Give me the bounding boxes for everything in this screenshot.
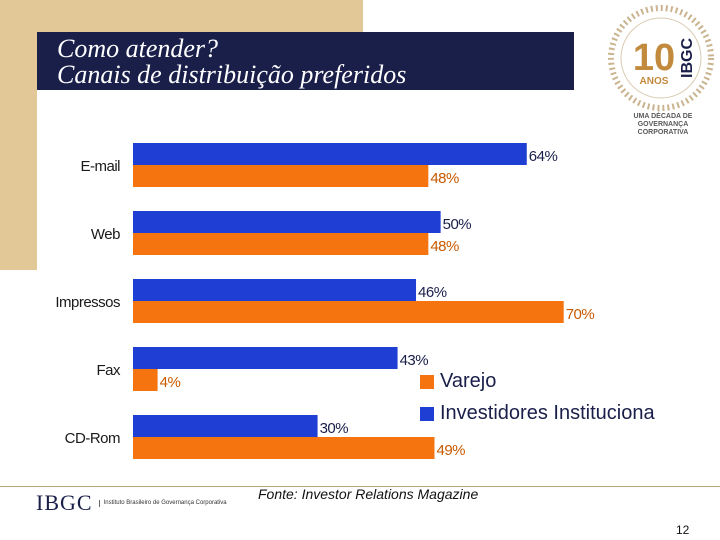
legend-item-institucionais: Investidores Instituciona bbox=[420, 402, 655, 425]
bar-blue-1 bbox=[133, 143, 527, 165]
source-note: Fonte: Investor Relations Magazine bbox=[258, 486, 479, 502]
data-label-blue-4: 43% bbox=[400, 352, 429, 369]
data-label-orange-3: 70% bbox=[566, 306, 595, 323]
bar-orange-2 bbox=[133, 233, 429, 255]
data-label-blue-3: 46% bbox=[418, 284, 447, 301]
data-label-orange-2: 48% bbox=[430, 238, 459, 255]
category-label-fax: Fax bbox=[96, 362, 121, 379]
page-number: 12 bbox=[676, 523, 690, 537]
title-line-1: Como atender? bbox=[57, 34, 219, 63]
legend-swatch-orange bbox=[420, 374, 434, 389]
badge-anos: ANOS bbox=[640, 76, 669, 87]
footer-logo-subtitle: Instituto Brasileiro de Governança Corpo… bbox=[98, 499, 227, 507]
legend-label-institucionais: Investidores Instituciona bbox=[440, 402, 655, 424]
bar-orange-1 bbox=[133, 165, 429, 187]
badge-brand: IBGC bbox=[679, 38, 696, 78]
footer-logo: IBGC Instituto Brasileiro de Governança … bbox=[36, 490, 227, 516]
bar-orange-5 bbox=[133, 437, 435, 459]
title-line-2: Canais de distribuição preferidos bbox=[57, 60, 407, 89]
category-label-impressos: Impressos bbox=[55, 294, 120, 311]
data-label-orange-5: 49% bbox=[436, 442, 465, 459]
legend-item-varejo: Varejo bbox=[420, 370, 496, 393]
data-label-blue-1: 64% bbox=[529, 148, 558, 165]
badge-number: 10 bbox=[633, 37, 675, 79]
data-label-orange-1: 48% bbox=[430, 170, 459, 187]
ibgc-10-anos-badge: 10 ANOS IBGC bbox=[608, 5, 714, 111]
data-label-blue-2: 50% bbox=[443, 216, 472, 233]
category-label-cd-rom: CD-Rom bbox=[65, 430, 120, 447]
bar-orange-4 bbox=[133, 369, 158, 391]
bar-blue-4 bbox=[133, 347, 398, 369]
bar-blue-5 bbox=[133, 415, 318, 437]
title-bar: Como atender? Canais de distribuição pre… bbox=[37, 32, 574, 90]
bar-blue-2 bbox=[133, 211, 441, 233]
footer-logo-mark: IBGC bbox=[36, 490, 93, 515]
legend-label-varejo: Varejo bbox=[440, 370, 497, 392]
footer-divider bbox=[0, 486, 720, 487]
badge-caption: UMA DÉCADA DE GOVERNANÇA CORPORATIVA bbox=[633, 113, 693, 136]
category-label-e-mail: E-mail bbox=[80, 158, 120, 175]
category-label-web: Web bbox=[91, 226, 120, 243]
legend-swatch-blue bbox=[420, 406, 434, 421]
bar-blue-3 bbox=[133, 279, 417, 301]
bar-orange-3 bbox=[133, 301, 564, 323]
data-label-blue-5: 30% bbox=[320, 420, 349, 437]
data-label-orange-4: 4% bbox=[160, 374, 181, 391]
